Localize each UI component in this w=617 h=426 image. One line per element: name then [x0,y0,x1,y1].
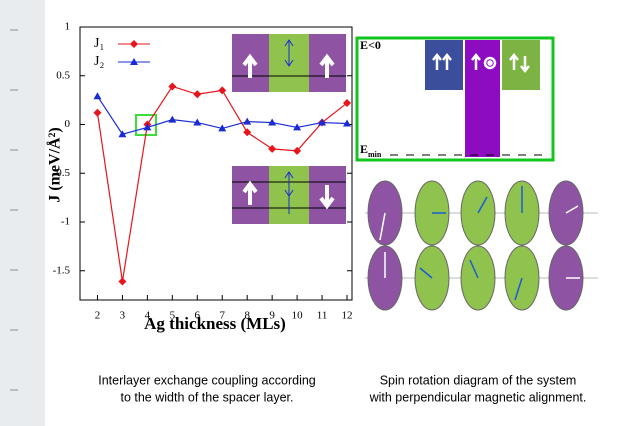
x-tick-label: 2 [95,310,101,322]
x-tick-label: 11 [317,310,328,322]
x-axis-label: Ag thickness (MLs) [144,314,286,333]
energy-diagram [355,36,555,162]
data-point [168,82,177,91]
inset-bottom [232,166,346,224]
data-point [143,123,152,131]
data-point [268,144,277,153]
x-tick-label: 7 [219,310,225,322]
caption-line: with perpendicular magnetic alignment. [369,390,587,404]
x-tick-label: 9 [269,310,275,322]
legend-marker [130,40,138,48]
data-point [243,128,252,137]
spin-ellipses [365,180,598,311]
caption-line: Spin rotation diagram of the system [380,373,577,387]
x-tick-label: 3 [120,310,126,322]
x-tick-label: 8 [244,310,250,322]
x-tick-label: 4 [145,310,151,322]
x-tick-label: 6 [195,310,201,322]
y-tick-label: -1 [61,216,70,228]
x-tick-label: 5 [170,310,176,322]
y-tick-label: -0.5 [53,167,71,179]
data-point [343,119,352,127]
left-strip [10,29,18,391]
data-point [218,124,227,132]
energy-min-label: E [360,142,368,156]
energy-label: E<0 [360,38,381,52]
y-tick-label: 0.5 [56,69,70,81]
x-tick-label: 10 [292,310,304,322]
data-point [218,86,227,95]
data-point [93,92,102,100]
y-axis-label: J (meV/Å²) [46,127,64,202]
data-point [118,277,127,286]
data-point [168,115,177,123]
data-point [93,108,102,117]
data-point [318,118,327,126]
legend-label: J₂ [94,54,104,69]
data-point [118,130,127,138]
data-point [193,90,202,99]
legend-marker [130,58,138,65]
caption-line: Interlayer exchange coupling according [98,373,316,387]
data-point [293,123,302,131]
data-point [268,118,277,126]
inset-top [232,34,346,92]
x-tick-label: 12 [342,310,353,322]
data-point [293,146,302,155]
y-tick-label: 1 [65,21,71,33]
data-point [243,117,252,125]
energy-min-subscript: min [368,150,382,159]
data-point [343,99,352,108]
data-point [193,118,202,126]
y-tick-label: -1.5 [53,264,71,276]
caption-line: to the width of the spacer layer. [120,390,293,404]
y-tick-label: 0 [65,118,71,130]
plot-frame [79,26,353,301]
legend-label: J₁ [94,36,104,51]
